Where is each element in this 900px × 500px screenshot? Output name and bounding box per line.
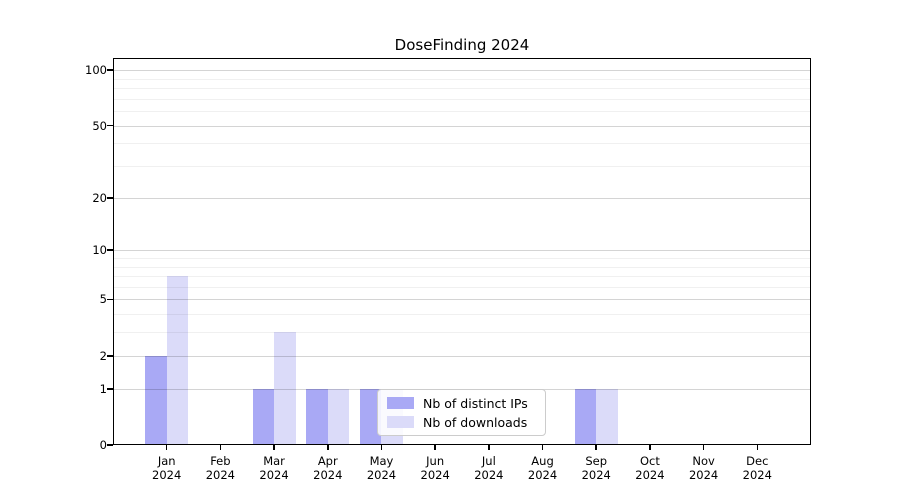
x-tick-label: Mar 2024 xyxy=(259,454,289,482)
x-tick-mark xyxy=(595,445,598,450)
x-tick-label: Apr 2024 xyxy=(313,454,343,482)
y-tick-label: 50 xyxy=(92,118,107,133)
y-tick-label: 2 xyxy=(99,348,107,363)
minor-gridline xyxy=(113,111,811,113)
bar-distinct-ips-jan xyxy=(145,355,167,445)
y-tick-mark xyxy=(107,124,113,127)
legend-label-distinct-ips: Nb of distinct IPs xyxy=(423,395,528,411)
major-gridline xyxy=(113,250,811,252)
x-tick-label: Dec 2024 xyxy=(742,454,772,482)
y-tick-mark xyxy=(107,444,113,446)
y-tick-mark xyxy=(107,298,113,301)
y-tick-label: 1 xyxy=(99,381,107,396)
y-tick-mark xyxy=(107,387,113,390)
legend-entry-distinct-ips: Nb of distinct IPs xyxy=(387,396,536,411)
y-tick-mark xyxy=(107,249,113,252)
y-tick-label: 10 xyxy=(92,243,107,258)
y-tick-label: 0 xyxy=(99,438,107,452)
chart-title: DoseFinding 2024 xyxy=(394,36,530,54)
bar-downloads-sep xyxy=(596,388,618,445)
x-tick-mark xyxy=(541,445,544,450)
x-tick-mark xyxy=(165,445,168,450)
plot-area: 0 1 2 5 10 20 50 100 Jan 2024 Feb 2024 Mar 2024 Apr 202… xyxy=(85,58,811,482)
minor-gridline xyxy=(113,314,811,316)
bar-distinct-ips-mar xyxy=(252,388,275,445)
y-tick-mark xyxy=(107,354,113,357)
minor-gridline xyxy=(113,266,811,268)
x-tick-mark xyxy=(649,445,651,450)
bar-downloads-mar xyxy=(274,332,296,445)
legend-label-downloads: Nb of downloads xyxy=(423,414,528,430)
major-gridline xyxy=(113,125,811,127)
minor-gridline xyxy=(113,332,811,334)
plot-frame xyxy=(113,58,811,445)
y-tick-label: 100 xyxy=(85,63,107,78)
minor-gridline xyxy=(113,88,811,90)
bar-distinct-ips-apr xyxy=(306,388,328,445)
major-gridline xyxy=(113,299,811,301)
legend: Nb of distinct IPs Nb of downloads xyxy=(377,389,546,436)
minor-gridline xyxy=(113,286,811,288)
legend-swatch-downloads xyxy=(387,416,414,428)
major-gridline xyxy=(113,197,811,199)
y-tick-mark xyxy=(107,69,113,71)
x-tick-label: Jan 2024 xyxy=(152,454,182,482)
x-tick-label: May 2024 xyxy=(366,454,397,482)
legend-entry-downloads: Nb of downloads xyxy=(387,415,536,430)
x-tick-label: Oct 2024 xyxy=(635,454,665,482)
x-tick-mark xyxy=(273,445,275,450)
bar-downloads-jan xyxy=(166,276,189,445)
x-tick-mark xyxy=(434,445,436,450)
x-tick-label: Sep 2024 xyxy=(581,454,611,482)
minor-gridline xyxy=(113,258,811,259)
bar-distinct-ips-may xyxy=(359,388,382,445)
minor-gridline xyxy=(113,276,811,278)
x-tick-label: Aug 2024 xyxy=(527,454,558,482)
x-tick-mark xyxy=(756,445,759,450)
bar-distinct-ips-sep xyxy=(574,388,597,445)
x-tick-mark xyxy=(488,445,490,450)
minor-gridline xyxy=(113,78,811,80)
major-gridline xyxy=(113,355,811,357)
x-tick-mark xyxy=(380,445,383,450)
x-tick-mark xyxy=(219,445,222,450)
x-tick-mark xyxy=(326,445,329,450)
minor-gridline xyxy=(113,166,811,168)
bar-downloads-apr xyxy=(327,388,350,445)
y-tick-label: 5 xyxy=(99,292,107,307)
major-gridline xyxy=(113,70,811,72)
legend-swatch-distinct-ips xyxy=(387,397,414,409)
x-tick-label: Jul 2024 xyxy=(474,454,504,482)
x-tick-label: Jun 2024 xyxy=(420,454,450,482)
minor-gridline xyxy=(113,98,811,100)
x-tick-label: Feb 2024 xyxy=(205,454,236,482)
x-tick-label: Nov 2024 xyxy=(688,454,719,482)
y-tick-label: 20 xyxy=(92,190,107,205)
x-tick-mark xyxy=(702,445,705,450)
y-tick-mark xyxy=(107,196,113,199)
minor-gridline xyxy=(113,143,811,145)
